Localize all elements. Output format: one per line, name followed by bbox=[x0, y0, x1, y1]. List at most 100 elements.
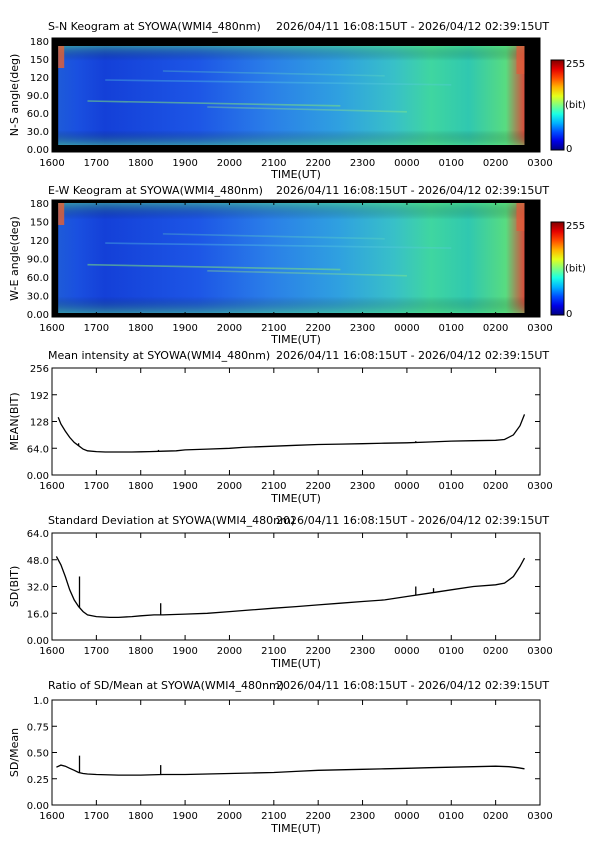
x-tick-label: 2300 bbox=[350, 158, 375, 169]
series-line bbox=[56, 764, 525, 776]
y-tick-label: 0.00 bbox=[27, 145, 49, 156]
keogram-streak bbox=[87, 100, 341, 107]
x-tick-label: 0100 bbox=[439, 158, 464, 169]
x-tick-label: 0200 bbox=[483, 481, 508, 492]
x-tick-label: 1700 bbox=[84, 323, 109, 334]
x-tick-label: 2300 bbox=[350, 481, 375, 492]
keogram-streak bbox=[207, 270, 407, 277]
keogram-streak bbox=[162, 233, 385, 240]
x-tick-label: 1800 bbox=[128, 158, 153, 169]
chart-sn-keogram: S-N Keogram at SYOWA(WMI4_480nm) 2026/04/… bbox=[0, 0, 595, 180]
chart-title: Standard Deviation at SYOWA(WMI4_480nm) bbox=[48, 514, 295, 527]
x-axis-label: TIME(UT) bbox=[270, 168, 321, 180]
x-tick-label: 2100 bbox=[261, 646, 286, 657]
keogram-streak bbox=[87, 263, 341, 271]
plot-frame bbox=[51, 367, 541, 476]
x-tick-label: 2200 bbox=[305, 646, 330, 657]
chart-title: E-W Keogram at SYOWA(WMI4_480nm) bbox=[48, 184, 263, 197]
x-tick-label: 1600 bbox=[39, 158, 64, 169]
y-tick-label: 120 bbox=[30, 236, 49, 247]
series-line bbox=[57, 414, 526, 453]
y-tick-label: 192 bbox=[30, 391, 49, 402]
x-tick-label: 2000 bbox=[217, 158, 242, 169]
time-range: 2026/04/11 16:08:15UT - 2026/04/12 02:39… bbox=[276, 679, 549, 692]
y-tick-label: 0.25 bbox=[27, 775, 49, 786]
x-tick-label: 0000 bbox=[394, 811, 419, 822]
y-tick-label: 0.75 bbox=[27, 722, 49, 733]
chart-title: Mean intensity at SYOWA(WMI4_480nm) bbox=[48, 349, 270, 362]
x-tick-label: 0000 bbox=[394, 481, 419, 492]
y-tick-label: 32.0 bbox=[27, 583, 49, 594]
x-tick-label: 2100 bbox=[261, 481, 286, 492]
y-axis-label: SD/Mean bbox=[8, 728, 21, 777]
x-tick-label: 1800 bbox=[128, 481, 153, 492]
y-tick-label: 1.0 bbox=[33, 696, 49, 707]
colorbar-min-label: 0 bbox=[566, 309, 572, 320]
x-tick-label: 0000 bbox=[394, 646, 419, 657]
y-tick-label: 30.0 bbox=[27, 291, 49, 302]
x-tick-label: 0300 bbox=[527, 323, 552, 334]
chart-standard-deviation: Standard Deviation at SYOWA(WMI4_480nm) 2… bbox=[0, 510, 595, 675]
x-axis-label: TIME(UT) bbox=[270, 822, 321, 835]
x-tick-label: 0300 bbox=[527, 158, 552, 169]
colorbar-max-label: 255 bbox=[566, 59, 585, 70]
y-tick-label: 0.00 bbox=[27, 471, 49, 482]
keogram-streak bbox=[162, 70, 385, 77]
keogram-streak bbox=[207, 106, 407, 113]
y-tick-label: 30.0 bbox=[27, 127, 49, 138]
y-tick-label: 0.00 bbox=[27, 801, 49, 812]
x-tick-label: 1700 bbox=[84, 481, 109, 492]
x-tick-label: 2300 bbox=[350, 323, 375, 334]
x-tick-label: 1900 bbox=[172, 811, 197, 822]
y-tick-label: 150 bbox=[30, 218, 49, 229]
x-tick-label: 2200 bbox=[305, 323, 330, 334]
y-tick-label: 120 bbox=[30, 73, 49, 84]
x-tick-label: 2100 bbox=[261, 811, 286, 822]
x-tick-label: 0300 bbox=[527, 811, 552, 822]
x-tick-label: 2300 bbox=[350, 646, 375, 657]
colorbar bbox=[550, 59, 565, 151]
x-tick-label: 1900 bbox=[172, 646, 197, 657]
y-axis-label: MEAN(BIT) bbox=[8, 392, 21, 450]
x-tick-label: 1600 bbox=[39, 481, 64, 492]
y-tick-label: 180 bbox=[30, 37, 49, 48]
y-tick-label: 0.50 bbox=[27, 749, 49, 760]
colorbar-unit-label: (bit) bbox=[565, 264, 586, 275]
x-tick-label: 0000 bbox=[394, 158, 419, 169]
y-tick-label: 0.00 bbox=[27, 310, 49, 321]
x-tick-label: 1900 bbox=[172, 323, 197, 334]
x-tick-label: 0200 bbox=[483, 811, 508, 822]
y-tick-label: 0.00 bbox=[27, 636, 49, 647]
y-tick-label: 60.0 bbox=[27, 109, 49, 120]
series-line bbox=[55, 556, 526, 619]
y-tick-label: 16.0 bbox=[27, 609, 49, 620]
x-tick-label: 2200 bbox=[305, 811, 330, 822]
x-tick-label: 0100 bbox=[439, 323, 464, 334]
x-axis-label: TIME(UT) bbox=[270, 333, 321, 345]
chart-sd-mean-ratio: Ratio of SD/Mean at SYOWA(WMI4_480nm) 202… bbox=[0, 675, 595, 842]
x-tick-label: 1600 bbox=[39, 323, 64, 334]
x-axis-label: TIME(UT) bbox=[270, 492, 321, 505]
keogram-hotspot bbox=[58, 203, 65, 225]
mean-intensity-svg: Mean intensity at SYOWA(WMI4_480nm) 2026/… bbox=[8, 349, 553, 505]
x-tick-label: 1900 bbox=[172, 158, 197, 169]
time-range: 2026/04/11 16:08:15UT - 2026/04/12 02:39… bbox=[276, 514, 549, 527]
time-range: 2026/04/11 16:08:15UT - 2026/04/12 02:39… bbox=[276, 20, 549, 33]
y-tick-label: 256 bbox=[30, 364, 49, 375]
keogram-streak bbox=[105, 242, 452, 249]
x-tick-label: 0200 bbox=[483, 323, 508, 334]
x-tick-label: 2200 bbox=[305, 481, 330, 492]
x-tick-label: 0300 bbox=[527, 481, 552, 492]
y-tick-label: 180 bbox=[30, 199, 49, 210]
colorbar-unit-label: (bit) bbox=[565, 100, 586, 111]
colorbar-max-label: 255 bbox=[566, 221, 585, 232]
x-tick-label: 1700 bbox=[84, 158, 109, 169]
x-tick-label: 2100 bbox=[261, 323, 286, 334]
x-tick-label: 0000 bbox=[394, 323, 419, 334]
chart-mean-intensity: Mean intensity at SYOWA(WMI4_480nm) 2026/… bbox=[0, 345, 595, 510]
y-tick-label: 90.0 bbox=[27, 91, 49, 102]
x-tick-label: 1600 bbox=[39, 811, 64, 822]
x-tick-label: 0100 bbox=[439, 646, 464, 657]
x-tick-label: 2200 bbox=[305, 158, 330, 169]
x-tick-label: 0100 bbox=[439, 811, 464, 822]
